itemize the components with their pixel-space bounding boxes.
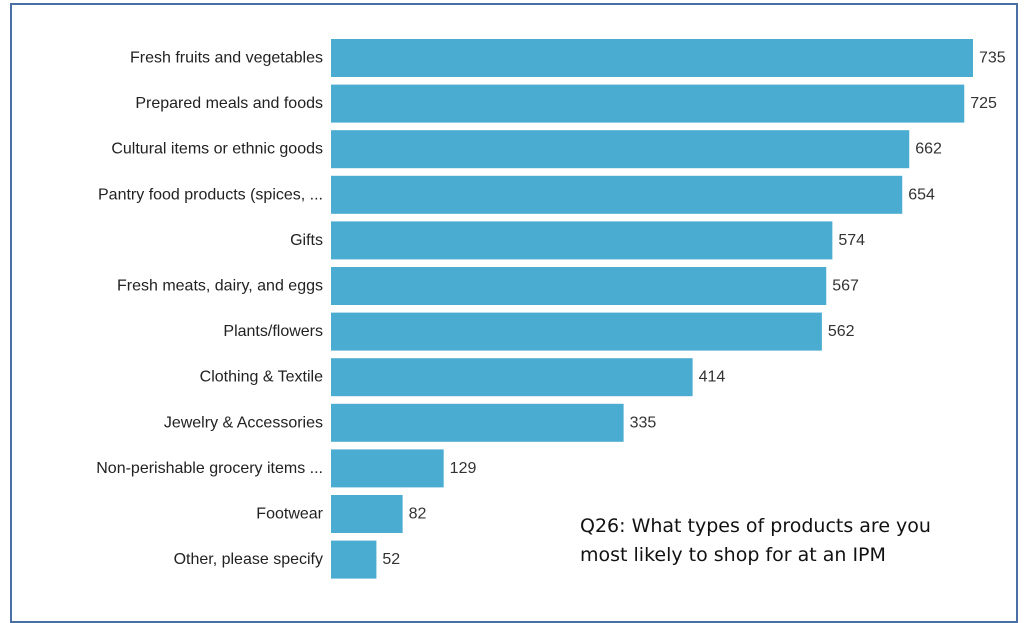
category-label: Cultural items or ethnic goods: [111, 141, 323, 158]
bar: [331, 495, 403, 533]
bar: [331, 130, 910, 169]
question-caption: Q26: What types of products are you most…: [580, 512, 1000, 570]
bar: [331, 449, 444, 488]
category-label: Fresh meats, dairy, and eggs: [117, 278, 323, 295]
value-label: 82: [409, 506, 427, 523]
bar: [331, 221, 833, 260]
bar: [331, 540, 377, 579]
category-label: Jewelry & Accessories: [164, 414, 323, 431]
value-label: 562: [828, 323, 855, 340]
category-label: Prepared meals and foods: [135, 95, 323, 112]
value-label: 735: [979, 50, 1006, 67]
value-label: 654: [908, 186, 935, 203]
value-label: 574: [838, 232, 865, 249]
value-label: 414: [699, 369, 726, 386]
value-label: 567: [832, 278, 859, 295]
caption-line-2: most likely to shop for at an IPM: [580, 544, 886, 566]
category-label: Other, please specify: [174, 551, 323, 568]
value-label: 129: [450, 460, 477, 477]
bar: [331, 403, 624, 442]
bar: [331, 267, 827, 305]
bar-chart: Fresh fruits and vegetables 735 Prepared m…: [96, 39, 1006, 579]
category-label: Footwear: [256, 506, 323, 523]
bar: [331, 84, 965, 123]
value-label: 662: [915, 141, 942, 158]
bar: [331, 175, 903, 214]
bar: [331, 312, 822, 351]
caption-line-1: Q26: What types of products are you: [580, 515, 931, 537]
category-label: Gifts: [290, 232, 323, 249]
category-label: Non-perishable grocery items ...: [96, 460, 323, 477]
category-label: Pantry food products (spices, ...: [98, 186, 323, 203]
bar: [331, 358, 693, 397]
bar: [331, 39, 973, 77]
category-label: Clothing & Textile: [200, 369, 323, 386]
category-label: Fresh fruits and vegetables: [130, 50, 323, 67]
value-label: 335: [630, 414, 657, 431]
value-label: 725: [970, 95, 997, 112]
value-label: 52: [382, 551, 400, 568]
category-label: Plants/flowers: [223, 323, 323, 340]
